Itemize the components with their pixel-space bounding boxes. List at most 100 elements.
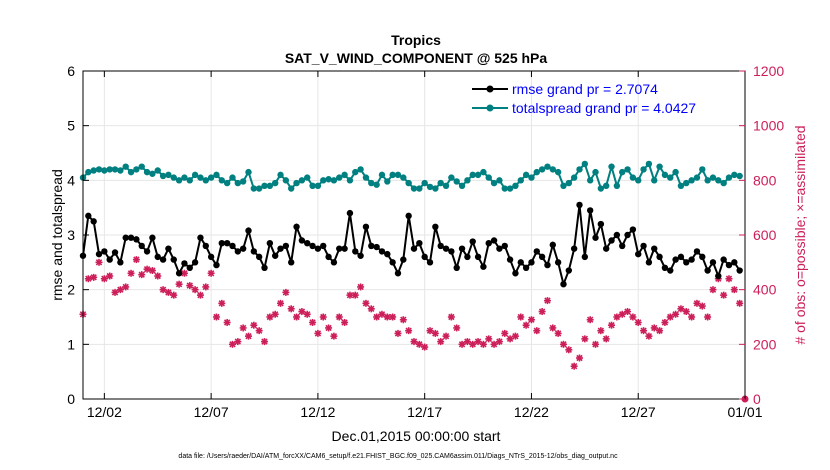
rmse-point	[699, 253, 706, 261]
obs-point	[100, 275, 108, 283]
obs-point	[469, 340, 477, 348]
rmse-point	[293, 223, 300, 230]
obs-point	[239, 324, 247, 332]
spread-point	[533, 168, 540, 176]
spread-point	[490, 179, 498, 187]
obs-point-stroke	[309, 319, 316, 326]
legend-spread-marker	[486, 104, 494, 112]
obs-point	[186, 282, 194, 290]
spread-point	[442, 182, 450, 189]
obs-point	[170, 291, 178, 299]
rmse-point	[453, 264, 460, 271]
spread-point	[373, 181, 380, 188]
obs-point	[351, 291, 359, 299]
rmse-point	[416, 240, 423, 247]
obs-point	[479, 340, 487, 348]
obs-point-stroke	[720, 291, 727, 299]
rmse-point	[213, 261, 220, 269]
obs-point-stroke	[122, 283, 129, 291]
obs-point-stroke	[101, 275, 108, 282]
obs-point-stroke	[181, 270, 188, 277]
rmse-point	[362, 223, 370, 230]
obs-point-stroke	[304, 311, 311, 318]
rmse-point	[512, 270, 519, 277]
obs-point	[629, 313, 637, 321]
obs-point	[223, 318, 231, 326]
spread-point	[330, 177, 338, 184]
obs-point	[405, 327, 413, 335]
obs-point	[218, 299, 226, 307]
obs-point	[196, 291, 204, 299]
y-axis-label: rmse and totalspread	[49, 169, 65, 301]
spread-point	[352, 168, 359, 176]
obs-point-stroke	[661, 319, 669, 326]
rmse-point	[90, 218, 97, 225]
obs-point-stroke	[277, 300, 284, 307]
rmse-point	[229, 242, 236, 250]
y-tick-label: 5	[67, 118, 75, 134]
obs-point	[474, 338, 482, 346]
spread-point	[320, 177, 327, 184]
obs-point-stroke	[501, 330, 508, 337]
obs-point	[463, 338, 471, 346]
rmse-point	[619, 242, 626, 250]
rmse-point	[330, 259, 338, 266]
rmse-point	[207, 253, 215, 261]
rmse-point	[448, 248, 455, 255]
obs-point	[581, 335, 589, 343]
obs-point	[234, 338, 242, 346]
spread-point	[314, 182, 322, 189]
y-right-tick-label: 1000	[753, 118, 784, 134]
rmse-point	[581, 253, 589, 261]
spread-point	[485, 174, 492, 181]
obs-point-stroke	[651, 324, 658, 332]
obs-point-stroke	[133, 256, 140, 263]
obs-point	[661, 318, 669, 326]
spread-point	[202, 177, 209, 184]
chart-subtitle: SAT_V_WIND_COMPONENT @ 525 hPa	[285, 50, 548, 66]
spread-point	[207, 174, 215, 181]
x-tick-label: 01/01	[727, 404, 762, 420]
spread-point	[432, 185, 439, 192]
obs-point	[592, 340, 600, 348]
rmse-point	[133, 236, 140, 243]
obs-point-stroke	[191, 286, 199, 293]
rmse-point	[720, 256, 727, 263]
spread-point	[410, 185, 418, 192]
spread-point	[672, 168, 679, 176]
rmse-point	[560, 281, 567, 288]
obs-point-stroke	[127, 270, 135, 277]
obs-point	[266, 313, 274, 321]
obs-point-stroke	[149, 267, 156, 274]
rmse-point	[490, 237, 498, 244]
obs-point-stroke	[394, 330, 402, 337]
obs-point	[357, 283, 365, 291]
obs-point	[175, 280, 183, 288]
obs-point	[527, 316, 535, 324]
spread-point	[175, 177, 183, 184]
obs-point-stroke	[635, 319, 642, 326]
rmse-line	[82, 204, 741, 288]
obs-point-stroke	[432, 330, 439, 337]
rmse-point	[480, 263, 487, 270]
spread-point	[282, 177, 290, 184]
spread-point	[517, 177, 524, 184]
obs-point-stroke	[170, 291, 177, 299]
spread-point	[464, 177, 471, 184]
spread-point	[149, 170, 156, 177]
x-tick-label: 12/22	[514, 404, 549, 420]
obs-point	[645, 332, 653, 340]
rmse-point	[576, 201, 583, 209]
spread-point	[336, 174, 343, 181]
obs-point	[709, 286, 717, 294]
obs-point-stroke	[533, 327, 540, 334]
rmse-point	[704, 267, 711, 274]
obs-point-stroke	[352, 291, 359, 299]
obs-point-stroke	[314, 330, 322, 337]
obs-point-stroke	[138, 271, 145, 278]
obs-point	[212, 313, 220, 321]
rmse-point	[106, 256, 113, 263]
obs-point-stroke	[693, 300, 701, 307]
spread-point	[229, 174, 236, 181]
rmse-point	[672, 256, 679, 263]
